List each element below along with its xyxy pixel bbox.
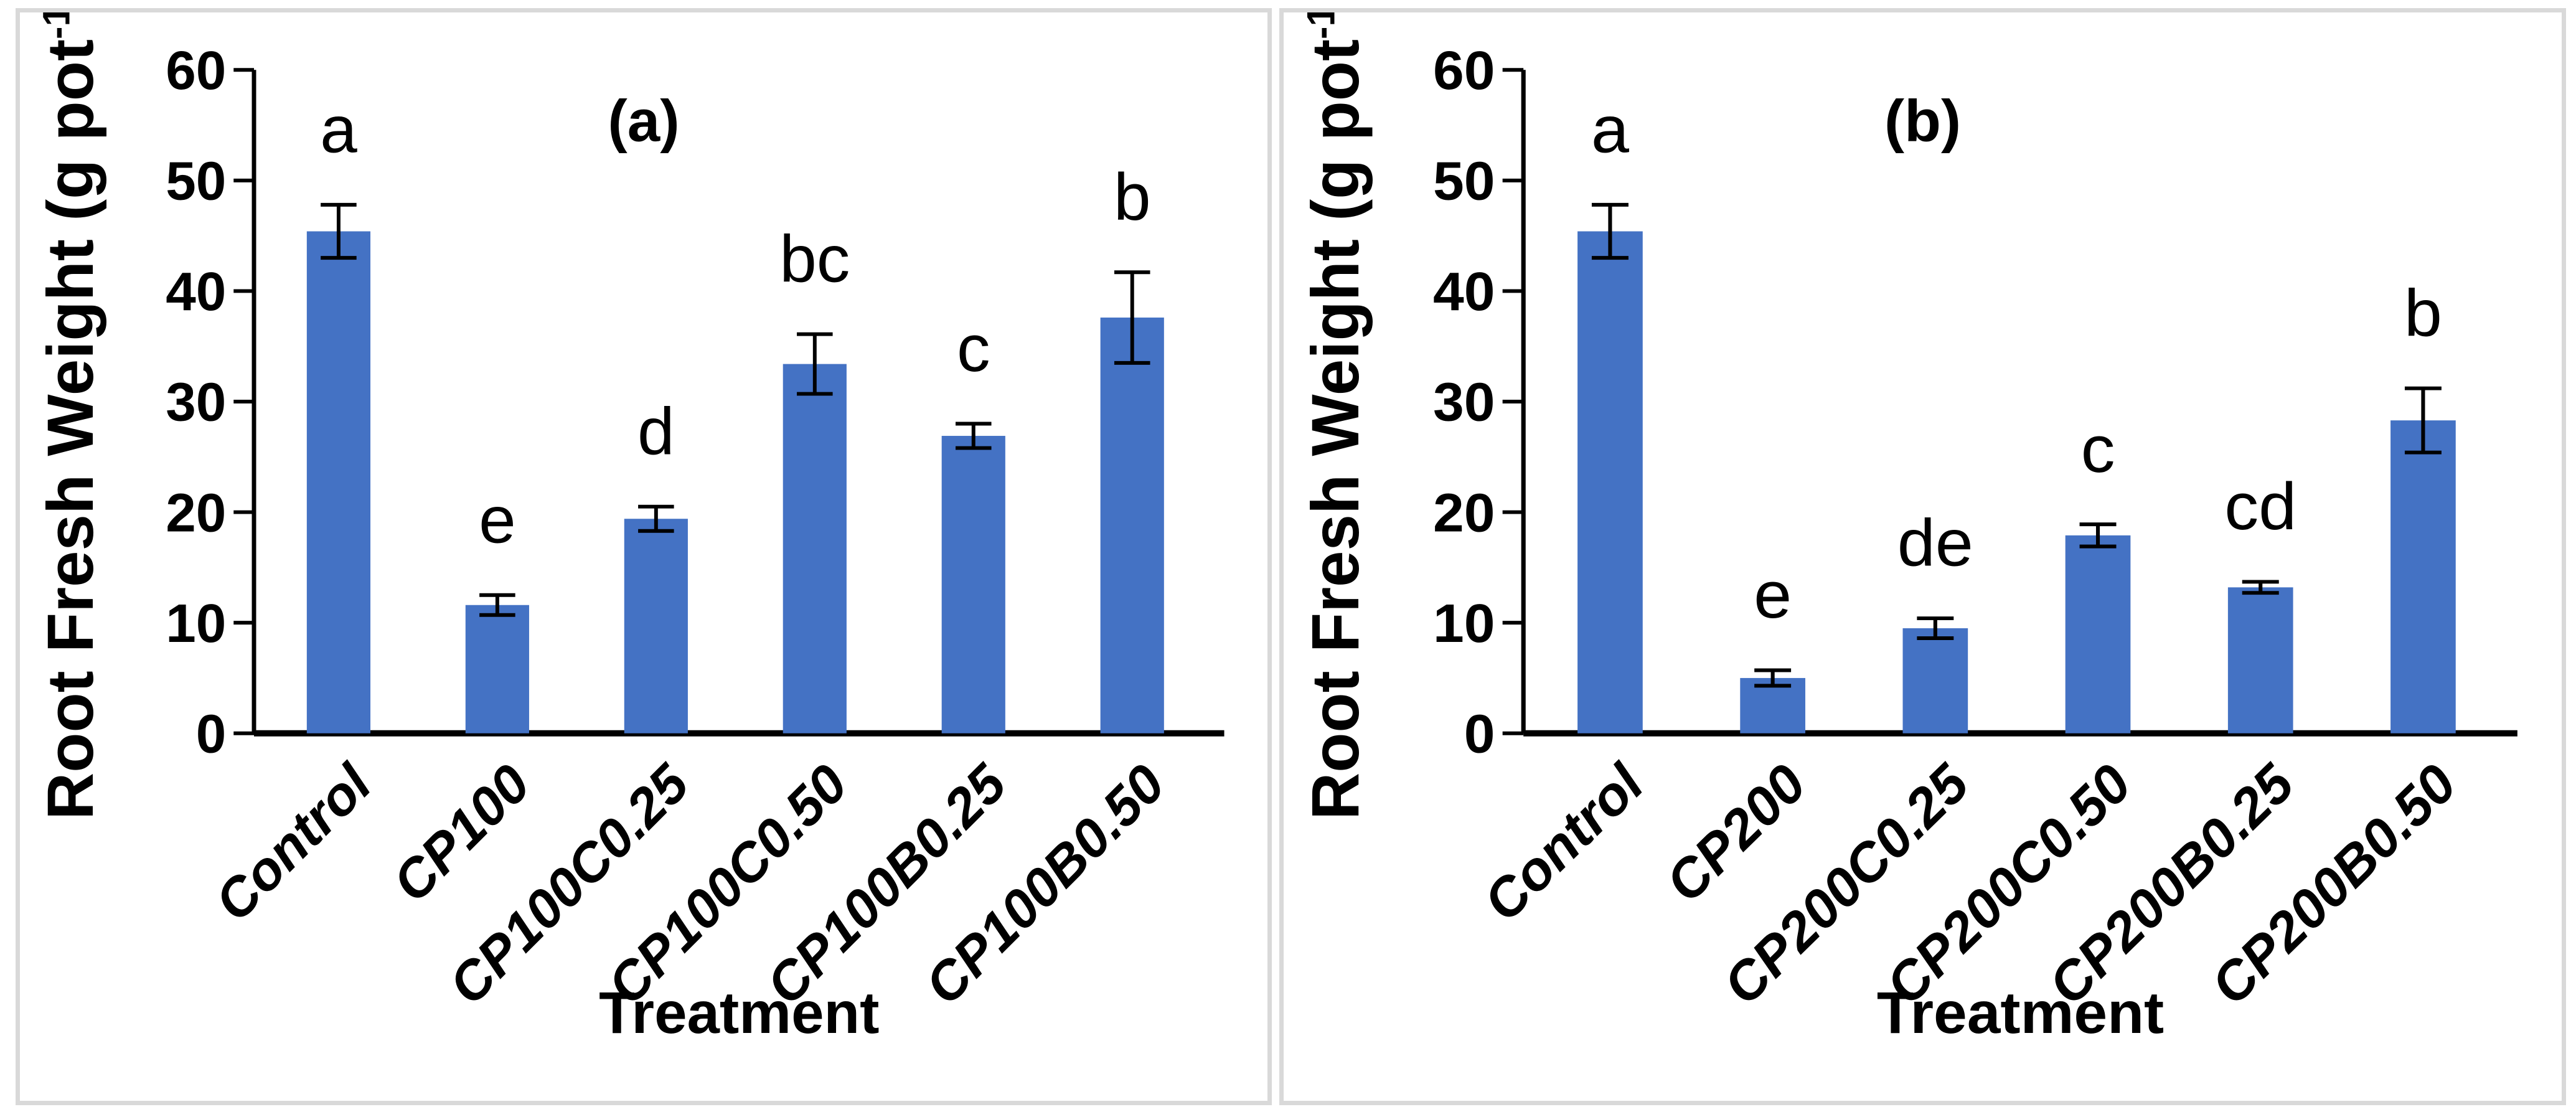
bar-cp100c0.50 <box>783 364 847 733</box>
bar-control <box>306 231 371 733</box>
x-category-label: CP200 <box>1653 753 1818 913</box>
panel-a: 0 10 20 30 40 50 60 a Control e CP100 d CP100C0.25 bc… <box>16 8 1272 1105</box>
y-tick-label: 60 <box>166 40 226 101</box>
sig-letter: cd <box>2224 469 2296 544</box>
bar-control <box>1577 231 1643 733</box>
y-tick-label: 40 <box>166 261 226 322</box>
x-category-label: CP100 <box>381 753 542 913</box>
sig-letter: c <box>957 311 990 385</box>
chart-b: 0102030405060aControleCP200deCP200C0.25c… <box>1298 12 2517 1046</box>
bar-cp200b0.50 <box>2390 420 2456 733</box>
sig-letter: bc <box>779 221 850 296</box>
y-tick-label: 0 <box>196 703 227 764</box>
sig-letter: a <box>320 92 357 167</box>
y-tick-label: 50 <box>1433 151 1495 212</box>
y-tick-label: 20 <box>1433 482 1495 543</box>
sig-letter: d <box>637 394 675 468</box>
y-tick-label: 20 <box>166 482 226 543</box>
y-tick-label: 60 <box>1433 40 1495 101</box>
sig-letter: b <box>1114 159 1151 234</box>
y-tick-label: 0 <box>1464 703 1495 764</box>
x-axis-title: Treatment <box>599 980 879 1045</box>
bar-cp200c0.25 <box>1902 628 1968 733</box>
bar-cp200c0.50 <box>2065 535 2131 733</box>
panel-title: (a) <box>608 88 679 153</box>
chart-a: 0102030405060aControleCP100dCP100C0.25bc… <box>34 12 1225 1045</box>
y-tick-label: 30 <box>166 372 226 433</box>
bar-cp100b0.50 <box>1100 318 1164 733</box>
panel-b: 0 10 20 30 40 50 60 a Control e CP200 de CP200C0.25 c… <box>1279 8 2566 1105</box>
bar-cp200b0.25 <box>2227 587 2293 733</box>
x-category-label: Control <box>1471 752 1656 932</box>
sig-letter: e <box>1754 557 1792 632</box>
y-tick-label: 50 <box>166 151 226 212</box>
y-tick-label: 10 <box>1433 593 1495 654</box>
y-axis-title: Root Fresh Weight (g pot-1) <box>1298 12 1373 820</box>
bar-cp100 <box>465 605 529 733</box>
panel-title: (b) <box>1884 88 1961 154</box>
sig-letter: de <box>1897 506 1973 580</box>
y-tick-label: 30 <box>1433 372 1495 433</box>
bar-cp100c0.25 <box>624 519 688 733</box>
sig-letter: b <box>2404 276 2442 351</box>
y-tick-label: 10 <box>166 593 226 654</box>
sig-letter: e <box>479 482 516 557</box>
y-axis-title: Root Fresh Weight (g pot-1) <box>34 12 107 820</box>
y-tick-label: 40 <box>1433 261 1495 322</box>
x-axis-title: Treatment <box>1877 981 2164 1046</box>
bar-cp100b0.25 <box>941 436 1005 733</box>
x-category-label: Control <box>203 752 383 933</box>
sig-letter: a <box>1591 92 1630 167</box>
sig-letter: c <box>2081 412 2115 486</box>
